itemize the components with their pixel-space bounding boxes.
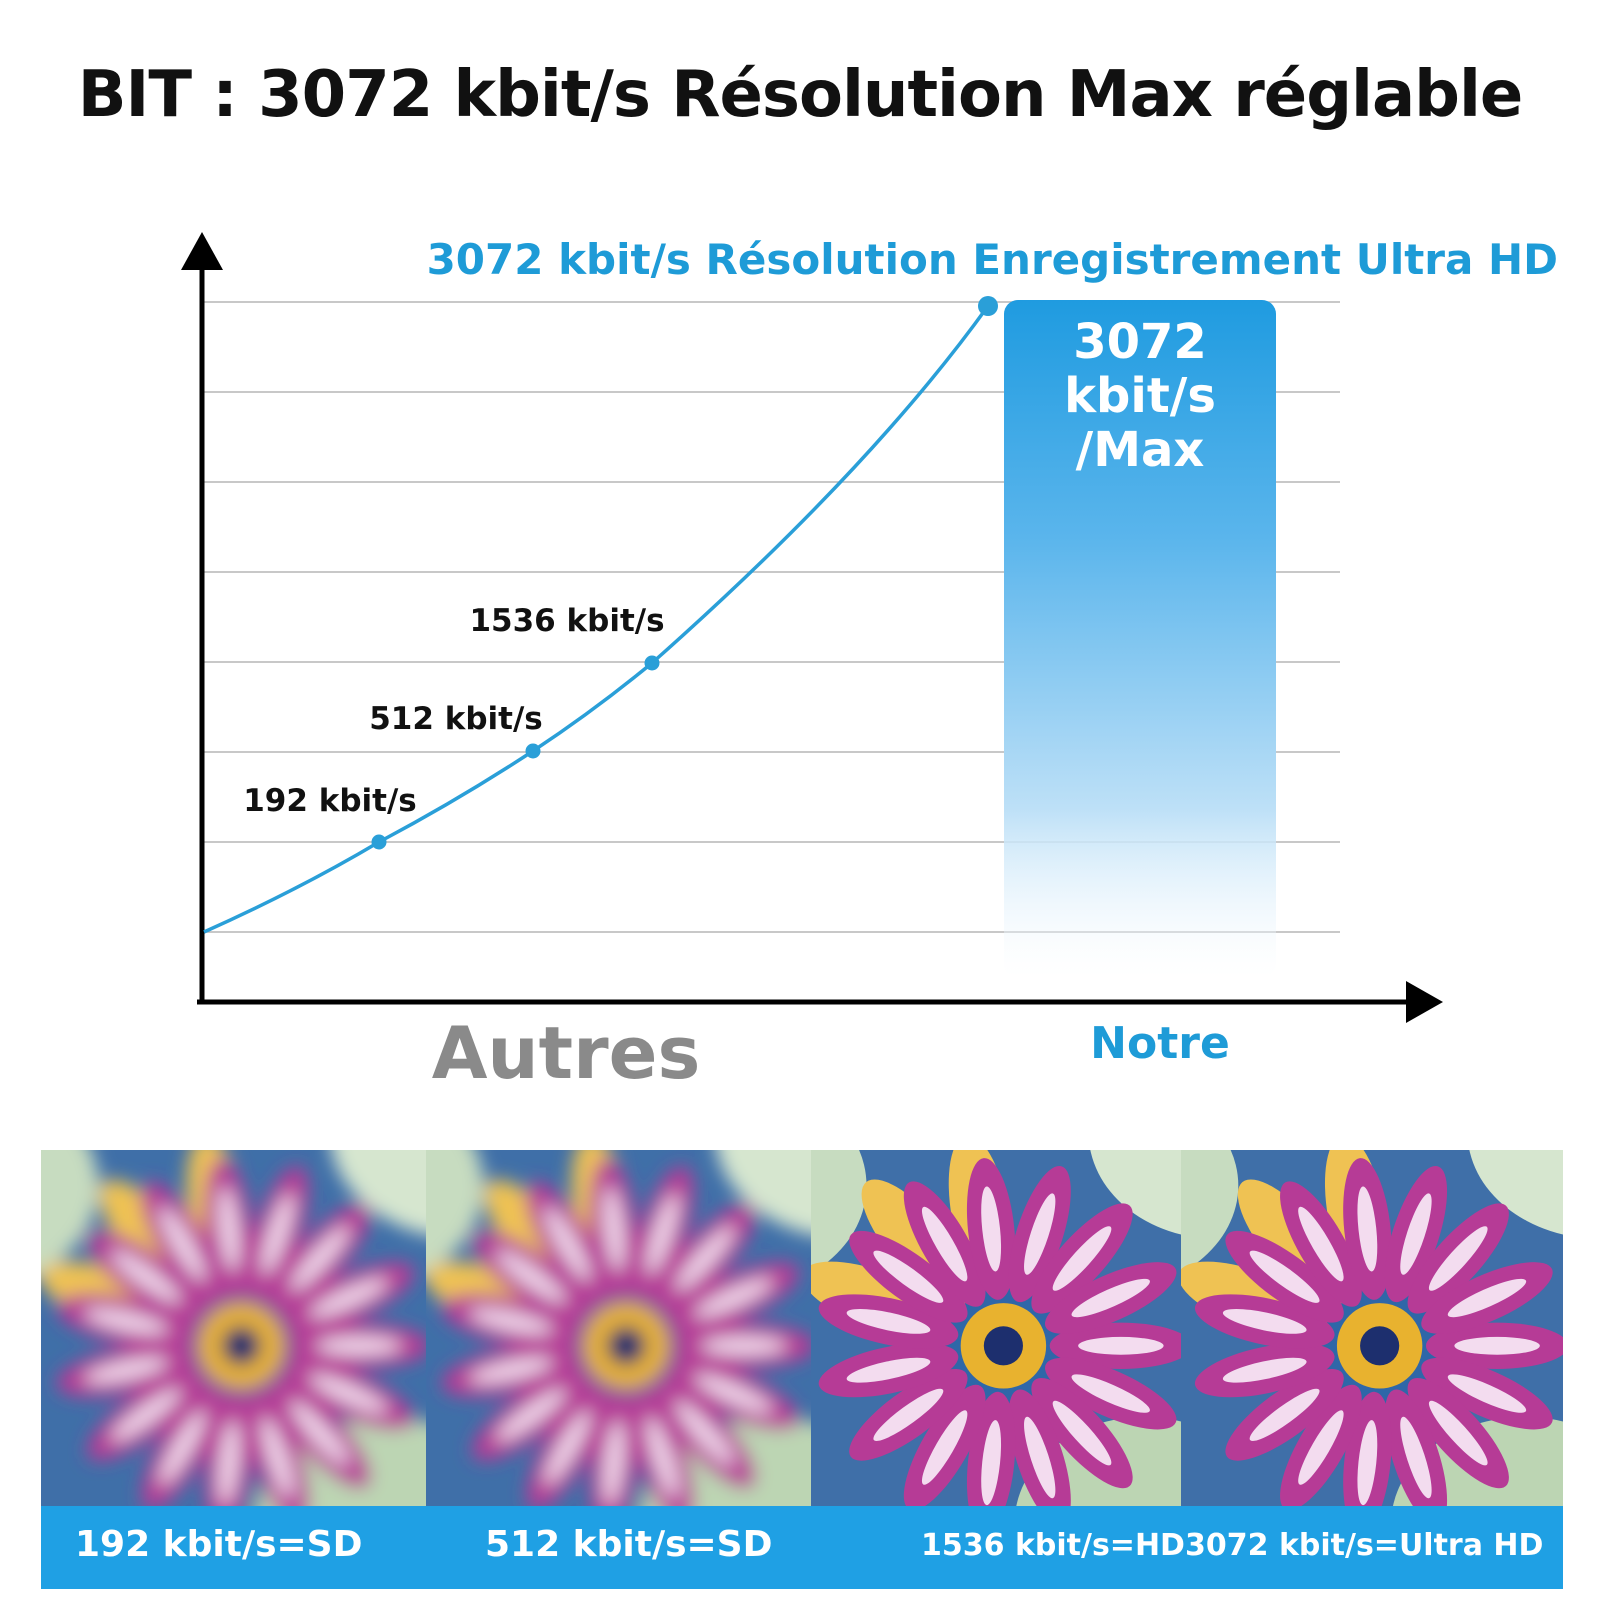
data-label-512: 512 kbit/s bbox=[369, 701, 543, 737]
caption-bar: 192 kbit/s=SD 512 kbit/s=SD 1536 kbit/s=… bbox=[41, 1506, 1563, 1589]
data-point-1536 bbox=[644, 655, 660, 671]
notre-bar-label-line-2: kbit/s bbox=[1064, 368, 1216, 424]
page-title: BIT : 3072 kbit/s Résolution Max réglabl… bbox=[77, 58, 1524, 132]
flower-photo-1536-icon bbox=[811, 1150, 1181, 1506]
flower-photo-192-icon bbox=[41, 1150, 426, 1506]
data-label-192: 192 kbit/s bbox=[243, 783, 417, 819]
y-axis-arrow bbox=[181, 232, 223, 270]
bitrate-chart: 3072 kbit/s /Max 192 kbit/s 512 kbit/s 153… bbox=[181, 232, 1558, 1095]
x-label-notre: Notre bbox=[1090, 1018, 1230, 1069]
caption-512: 512 kbit/s=SD bbox=[485, 1524, 773, 1565]
data-label-1536: 1536 kbit/s bbox=[469, 603, 664, 639]
chart-title: 3072 kbit/s Résolution Enregistrement Ul… bbox=[427, 235, 1558, 284]
flower-photo-512-icon bbox=[426, 1150, 811, 1506]
bitrate-curve bbox=[203, 304, 990, 934]
caption-3072: 3072 kbit/s=Ultra HD bbox=[1185, 1528, 1544, 1563]
quality-comparison: 192 kbit/s=SD 512 kbit/s=SD 1536 kbit/s=… bbox=[41, 1150, 1563, 1595]
notre-bar-label-line-1: 3072 bbox=[1073, 314, 1207, 370]
notre-max-bar bbox=[1004, 300, 1276, 978]
flower-photo-3072-icon bbox=[1181, 1150, 1563, 1506]
x-label-autres: Autres bbox=[432, 1011, 701, 1095]
caption-1536: 1536 kbit/s=HD bbox=[921, 1528, 1185, 1563]
caption-192: 192 kbit/s=SD bbox=[75, 1524, 363, 1565]
data-point-3072 bbox=[978, 296, 998, 316]
x-axis-arrow bbox=[1406, 981, 1443, 1023]
data-point-512 bbox=[525, 743, 541, 759]
notre-bar-label-line-3: /Max bbox=[1076, 422, 1205, 478]
data-point-192 bbox=[371, 834, 387, 850]
